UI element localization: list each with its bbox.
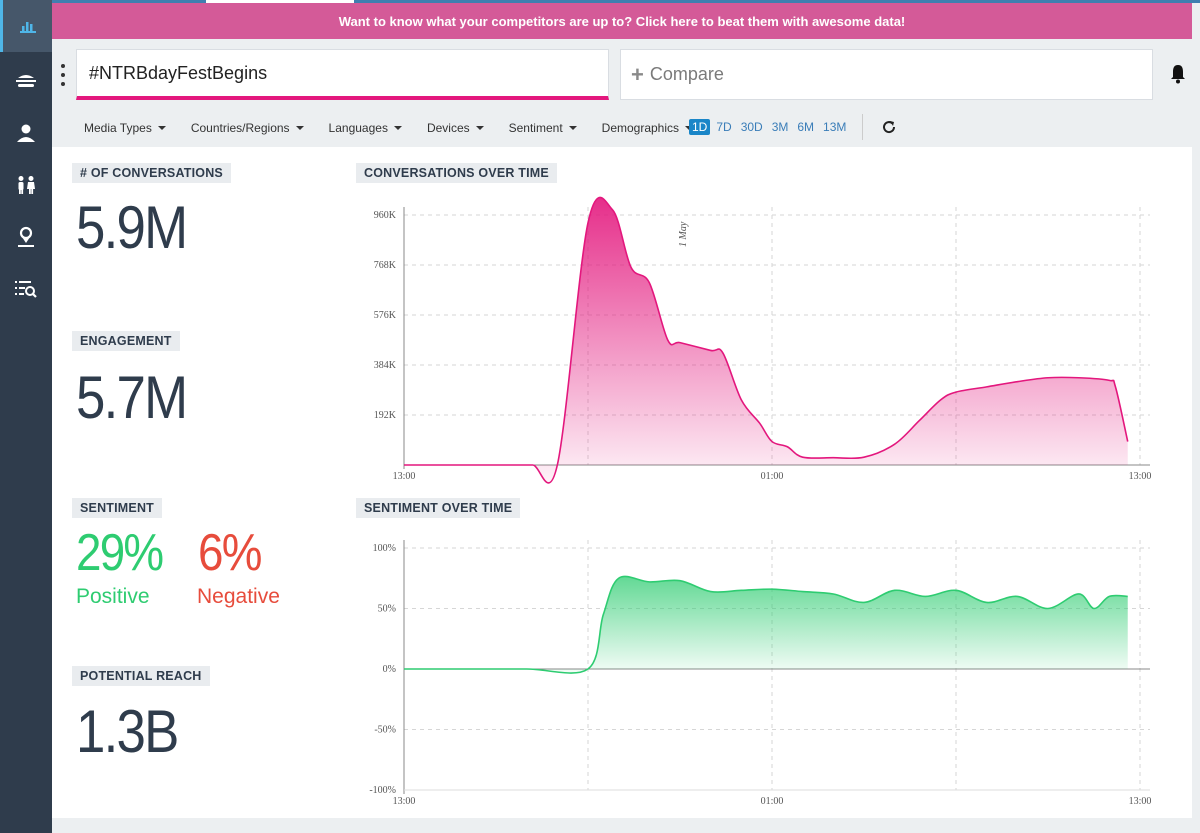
- sentiment-positive-label: Positive: [76, 585, 150, 608]
- sidebar-item-topics[interactable]: [0, 55, 52, 107]
- filter-media-types[interactable]: Media Types: [84, 121, 166, 135]
- promo-banner[interactable]: Want to know what your competitors are u…: [52, 3, 1192, 39]
- metric-reach-value: 1.3B: [76, 698, 179, 765]
- filter-label: Demographics: [601, 121, 680, 135]
- sidebar-item-demographics[interactable]: [0, 159, 52, 211]
- bar-chart-icon: [19, 22, 36, 33]
- y-tick-label: 0%: [383, 664, 396, 675]
- metric-engagement-label: ENGAGEMENT: [72, 331, 180, 351]
- bell-icon[interactable]: [1170, 64, 1186, 84]
- caret-down-icon: [393, 126, 402, 130]
- annotation-1-may: 1 May: [678, 221, 689, 247]
- y-tick-label: 384K: [374, 360, 397, 371]
- caret-down-icon: [475, 126, 484, 130]
- user-icon: [17, 124, 35, 142]
- people-icon: [18, 176, 35, 194]
- conversations-line: [404, 196, 1129, 484]
- range-6m[interactable]: 6M: [797, 120, 815, 134]
- metric-engagement-value: 5.7M: [76, 364, 188, 431]
- y-tick-label: 768K: [374, 260, 397, 271]
- filter-label: Media Types: [84, 121, 152, 135]
- filter-label: Languages: [328, 121, 388, 135]
- sidebar-item-influencers[interactable]: [0, 107, 52, 159]
- sentiment-area: [404, 576, 1128, 674]
- sentiment-negative-label: Negative: [197, 585, 280, 608]
- conversations-over-time-chart: 192K 384K 576K 768K 960K 13:00 01:00 13:00 1 May: [374, 196, 1152, 484]
- toolbar-divider: [862, 114, 863, 140]
- filter-sentiment[interactable]: Sentiment: [509, 121, 577, 135]
- burger-menu-icon: [16, 75, 36, 87]
- dashboard-panel: # OF CONVERSATIONS 5.9M ENGAGEMENT 5.7M …: [52, 147, 1192, 818]
- compare-input[interactable]: + Compare: [620, 49, 1153, 100]
- filter-devices[interactable]: Devices: [427, 121, 484, 135]
- filter-label: Sentiment: [508, 121, 563, 135]
- filter-label: Countries/Regions: [190, 121, 290, 135]
- x-tick-label: 01:00: [761, 471, 784, 482]
- y-tick-label: 960K: [374, 210, 397, 221]
- y-tick-label: 576K: [374, 310, 397, 321]
- y-tick-label: 50%: [378, 604, 396, 615]
- range-3m[interactable]: 3M: [771, 120, 789, 134]
- metric-reach-label: POTENTIAL REACH: [72, 666, 210, 686]
- top-stripe: [52, 0, 1200, 3]
- x-tick-label: 13:00: [393, 471, 416, 482]
- filter-bar: Media Types Countries/Regions Languages …: [84, 118, 694, 138]
- location-icon: [18, 226, 34, 247]
- sentiment-positive-value: 29%: [76, 524, 164, 582]
- caret-down-icon: [568, 126, 577, 130]
- y-tick-label: -100%: [369, 785, 396, 796]
- x-tick-label: 01:00: [761, 796, 784, 807]
- sentiment-negative-value: 6%: [198, 524, 262, 582]
- metric-sentiment-label: SENTIMENT: [72, 498, 163, 518]
- range-7d[interactable]: 7D: [716, 120, 732, 134]
- sidebar-item-dashboard[interactable]: [0, 0, 52, 52]
- plus-icon: +: [631, 61, 644, 87]
- y-tick-label: 100%: [373, 543, 396, 554]
- filter-languages[interactable]: Languages: [329, 121, 402, 135]
- y-tick-label: 192K: [374, 410, 397, 421]
- filter-label: Devices: [426, 121, 470, 135]
- sentiment-over-time-chart: 100%50%0%-50%-100%13:00 01:00 13:00: [369, 540, 1152, 807]
- caret-down-icon: [295, 126, 304, 130]
- sentiment-line: [403, 575, 1128, 674]
- sidebar: [0, 0, 52, 833]
- sentiment-chart-title: SENTIMENT OVER TIME: [356, 498, 521, 518]
- search-query-input[interactable]: #NTRBdayFestBegins: [76, 49, 609, 100]
- range-30d[interactable]: 30D: [740, 120, 763, 134]
- y-tick-label: -50%: [374, 725, 396, 736]
- compare-placeholder: Compare: [649, 64, 724, 84]
- range-1d[interactable]: 1D: [689, 119, 711, 135]
- conversations-area: [404, 197, 1128, 483]
- time-range-selector: 1D 7D 30D 3M 6M 13M: [689, 119, 852, 135]
- refresh-icon[interactable]: [882, 120, 896, 134]
- filter-countries-regions[interactable]: Countries/Regions: [191, 121, 304, 135]
- sidebar-item-locations[interactable]: [0, 211, 52, 263]
- x-tick-label: 13:00: [393, 796, 416, 807]
- filter-demographics[interactable]: Demographics: [601, 121, 694, 135]
- kebab-menu-icon[interactable]: [59, 64, 67, 86]
- sidebar-item-explore[interactable]: [0, 263, 52, 315]
- x-tick-label: 13:00: [1129, 471, 1152, 482]
- metric-conversations-value: 5.9M: [76, 194, 188, 261]
- conversations-chart-title: CONVERSATIONS OVER TIME: [356, 163, 557, 183]
- top-stripe-highlight: [206, 0, 354, 3]
- range-13m[interactable]: 13M: [823, 120, 847, 134]
- list-search-icon: [15, 281, 37, 298]
- metric-conversations-label: # OF CONVERSATIONS: [72, 163, 231, 183]
- caret-down-icon: [157, 126, 166, 130]
- x-tick-label: 13:00: [1129, 796, 1152, 807]
